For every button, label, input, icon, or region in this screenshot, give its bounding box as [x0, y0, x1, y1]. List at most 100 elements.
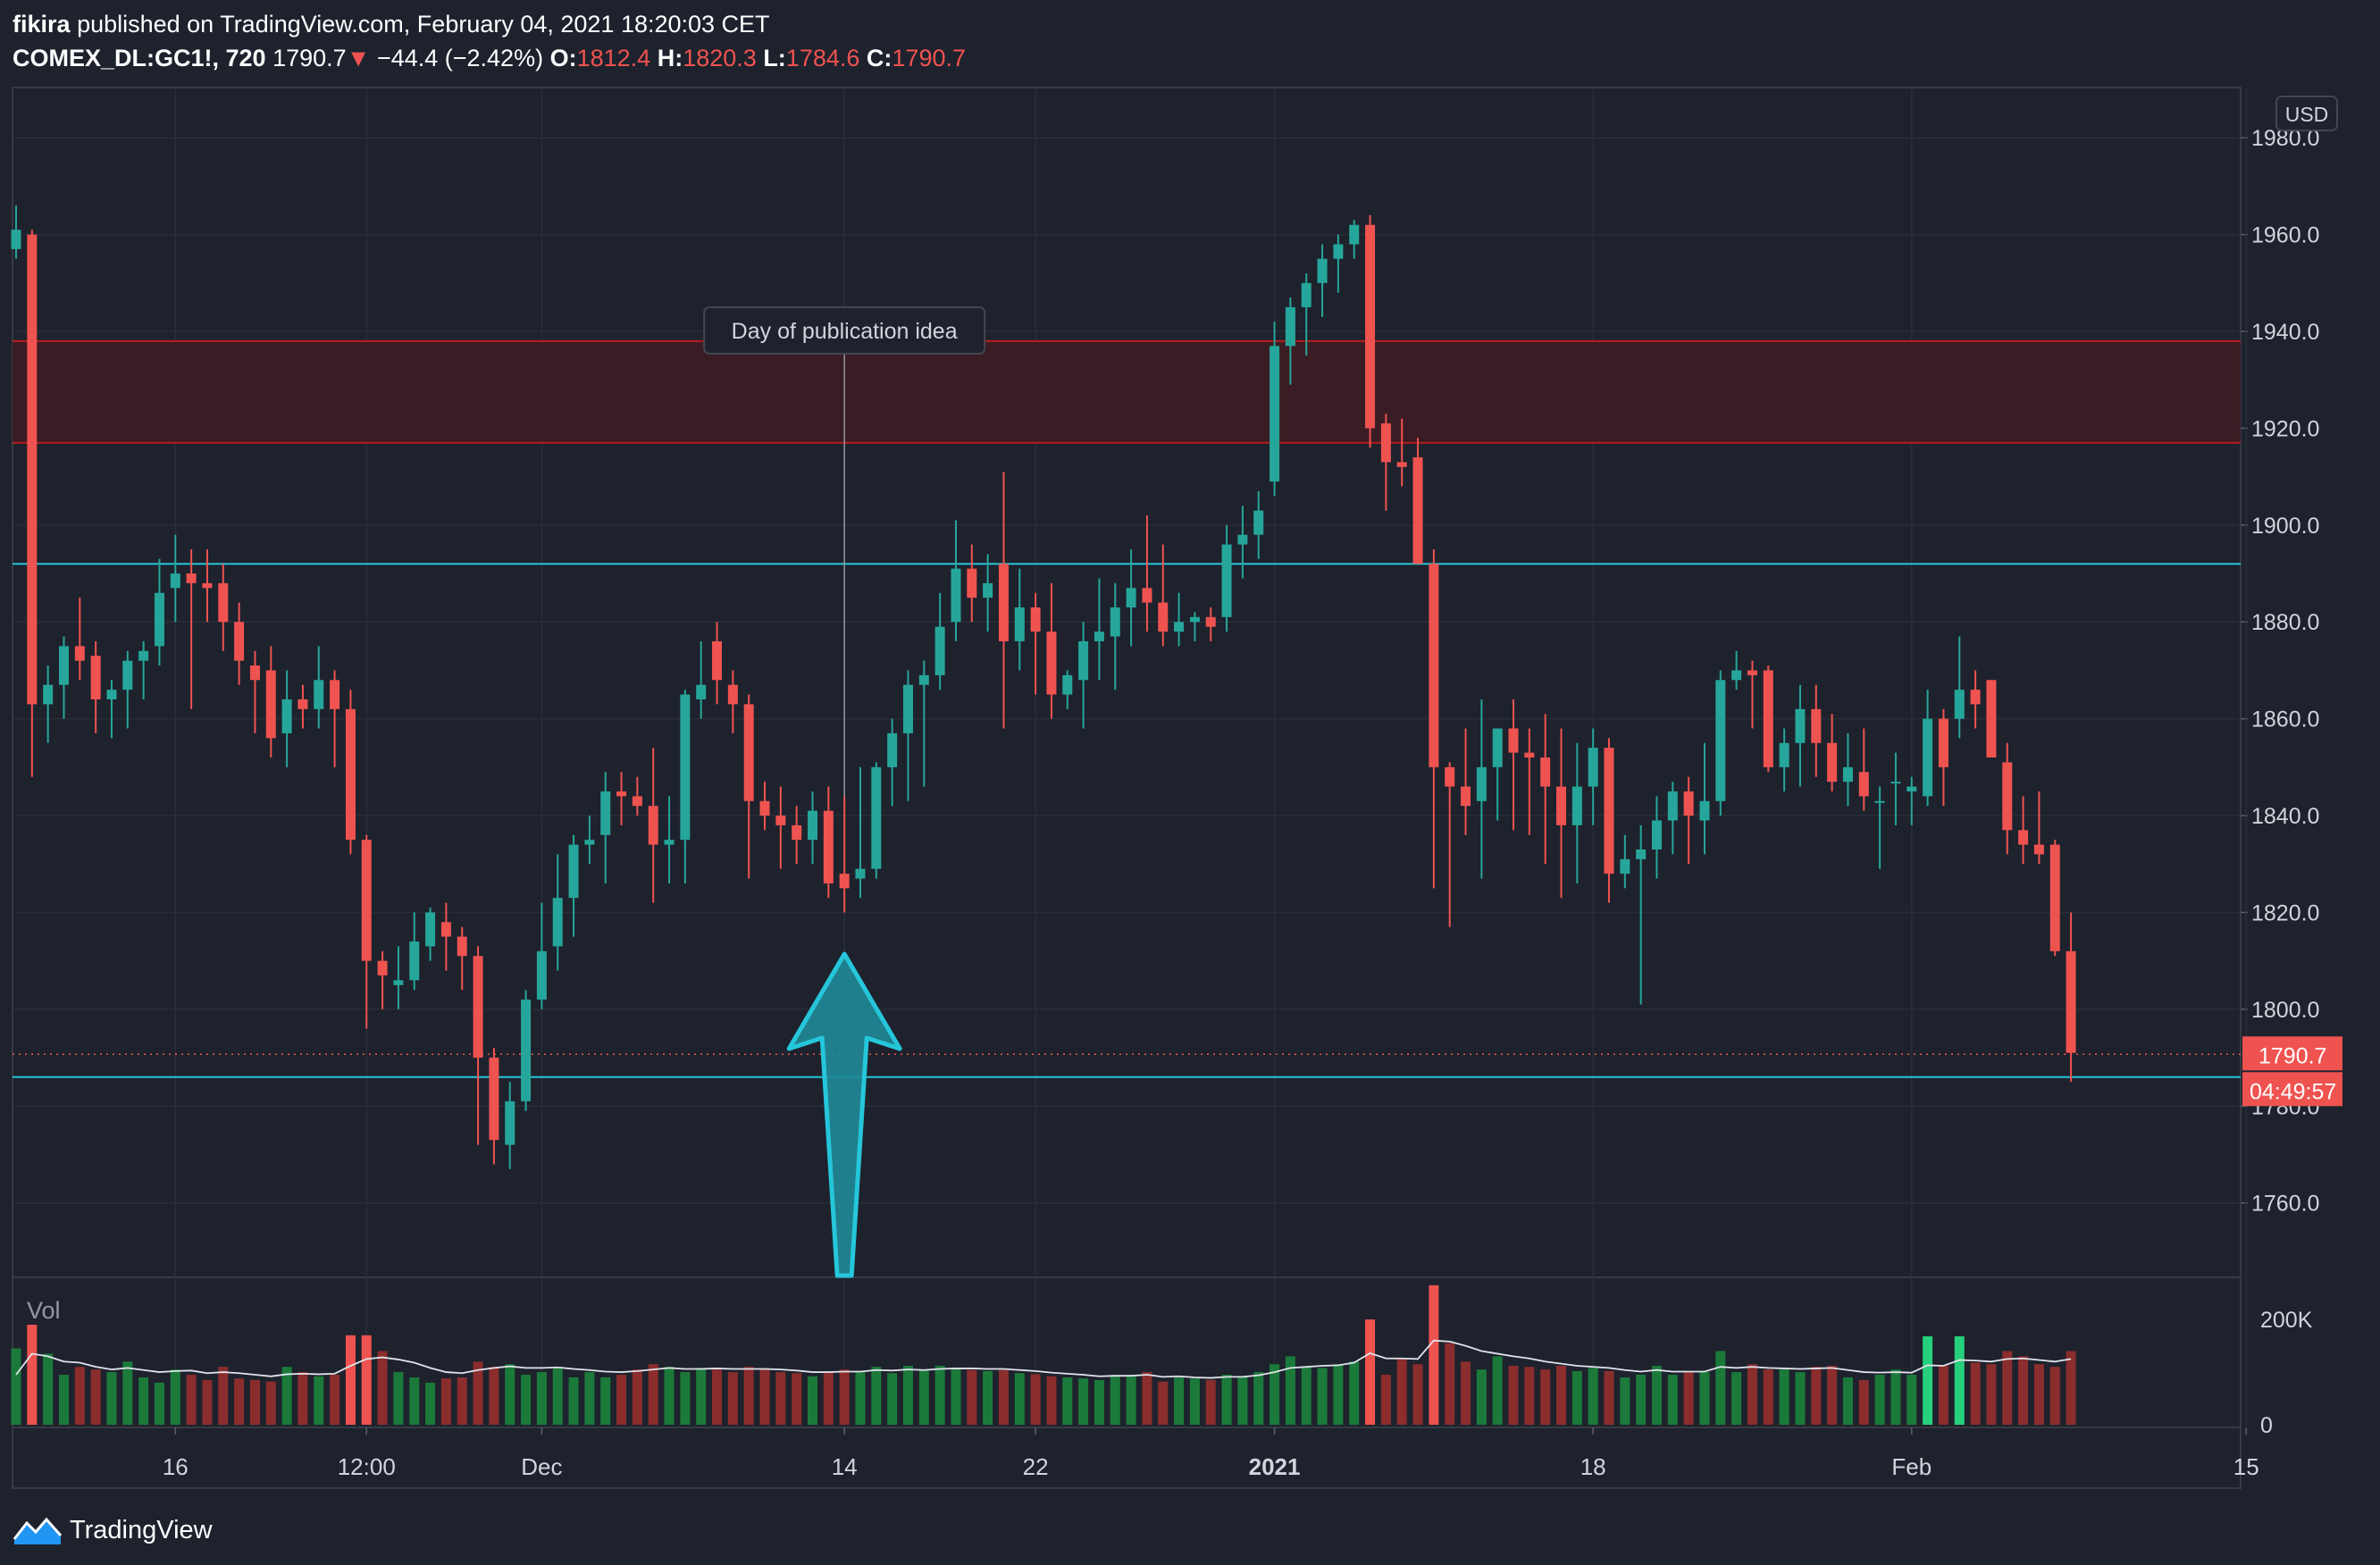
volume-bar	[823, 1372, 834, 1425]
volume-tick-label: 0	[2260, 1413, 2273, 1438]
candle-body	[536, 950, 547, 1000]
volume-bar	[1445, 1343, 1455, 1425]
candle-body	[1620, 858, 1630, 875]
volume-bar	[1380, 1375, 1391, 1425]
candle-body	[1412, 456, 1423, 565]
volume-bar	[1651, 1366, 1662, 1425]
volume-bar	[712, 1369, 723, 1425]
candle-body	[473, 956, 483, 1059]
volume-bar	[1221, 1375, 1232, 1425]
volume-bar	[2066, 1351, 2076, 1425]
low-value: 1784.6	[785, 45, 860, 71]
candle-body	[792, 824, 802, 841]
price-label: 1790.7	[2258, 1043, 2326, 1068]
candle-body	[918, 674, 929, 685]
candle-body	[1938, 718, 1948, 767]
annotation-label[interactable]: Day of publication idea	[703, 306, 986, 355]
candle-body	[1158, 602, 1169, 632]
candle-body	[934, 626, 945, 675]
candle-body	[1923, 718, 1933, 797]
candle-body	[1014, 607, 1025, 641]
candle-body	[1030, 607, 1041, 632]
down-triangle-icon: ▼	[346, 45, 371, 71]
candle-body	[1174, 622, 1185, 632]
candle-body	[457, 936, 467, 957]
open-label: O:	[549, 45, 577, 71]
up-arrow-icon	[786, 951, 902, 1278]
footer-brand[interactable]: TradingView	[70, 1515, 213, 1544]
candle-body	[823, 810, 834, 883]
candle-body	[664, 840, 675, 845]
candle-body	[27, 234, 38, 705]
volume-bar	[696, 1368, 707, 1425]
candle-body	[1556, 786, 1567, 825]
resistance-zone	[13, 340, 2241, 443]
price-tick-label: 1900.0	[2251, 514, 2319, 539]
candle-body	[1747, 670, 1757, 675]
candle-body	[1715, 680, 1726, 801]
candle-body	[2002, 762, 2013, 831]
volume-bar	[1189, 1378, 1200, 1425]
volume-bar	[1827, 1366, 1838, 1425]
price-tick-label: 1840.0	[2251, 804, 2319, 829]
author-name[interactable]: fikira	[13, 11, 71, 38]
volume-bar	[1923, 1336, 1933, 1425]
candle-body	[1811, 708, 1822, 743]
volume-bar	[521, 1375, 532, 1425]
time-tick-label: 22	[1023, 1453, 1049, 1480]
candle-body	[1237, 534, 1248, 545]
candle-body	[1508, 728, 1519, 753]
time-tick-label: Dec	[521, 1453, 562, 1480]
candle-body	[1540, 757, 1551, 787]
candle-body	[154, 592, 164, 647]
volume-bar	[1842, 1377, 1853, 1425]
volume-bar	[1986, 1364, 1997, 1425]
volume-bar	[2033, 1364, 2044, 1425]
candle-body	[505, 1101, 515, 1145]
time-tick-label: 12:00	[338, 1453, 396, 1480]
volume-bar	[1524, 1367, 1535, 1425]
candle-body	[1445, 766, 1455, 787]
candle-body	[1731, 670, 1742, 681]
candle-body	[887, 732, 898, 767]
volume-bar	[808, 1376, 817, 1425]
price-tick-label: 1920.0	[2251, 416, 2319, 441]
volume-bar	[106, 1372, 117, 1425]
price-tick-label: 1760.0	[2251, 1192, 2319, 1217]
candle-body	[1524, 752, 1535, 758]
candle-body	[1270, 346, 1280, 482]
volume-bar	[1779, 1369, 1789, 1425]
publish-line: fikira published on TradingView.com, Feb…	[13, 7, 966, 41]
candle-body	[998, 564, 1009, 641]
candle-body	[983, 582, 993, 598]
volume-bar	[265, 1381, 276, 1425]
candle-body	[1874, 800, 1885, 803]
symbol-label[interactable]: COMEX_DL:GC1!, 720	[13, 45, 266, 71]
volume-bar	[1285, 1356, 1295, 1425]
candle-body	[1827, 742, 1838, 782]
candle-body	[11, 230, 21, 249]
candle-body	[1795, 708, 1806, 743]
high-label: H:	[657, 45, 683, 71]
volume-bar	[393, 1372, 404, 1425]
volume-bar	[743, 1367, 754, 1425]
price-tick-label: 1960.0	[2251, 223, 2319, 248]
candle-body	[1126, 588, 1136, 607]
candle-body	[1907, 786, 1917, 791]
volume-bar	[170, 1369, 180, 1425]
volume-bar	[1253, 1372, 1264, 1425]
volume-bar	[345, 1335, 356, 1425]
volume-bar	[1604, 1370, 1614, 1425]
volume-bar	[1365, 1319, 1376, 1425]
volume-bar	[361, 1335, 372, 1425]
volume-bar	[27, 1325, 38, 1425]
volume-bar	[1636, 1375, 1647, 1425]
volume-bar	[1270, 1364, 1280, 1425]
tradingview-logo-icon	[13, 1517, 63, 1544]
candle-body	[1699, 800, 1710, 821]
candle-body	[1333, 244, 1344, 259]
candle-body	[1763, 670, 1773, 767]
candle-body	[1062, 674, 1073, 695]
volume-bar	[1811, 1367, 1822, 1425]
